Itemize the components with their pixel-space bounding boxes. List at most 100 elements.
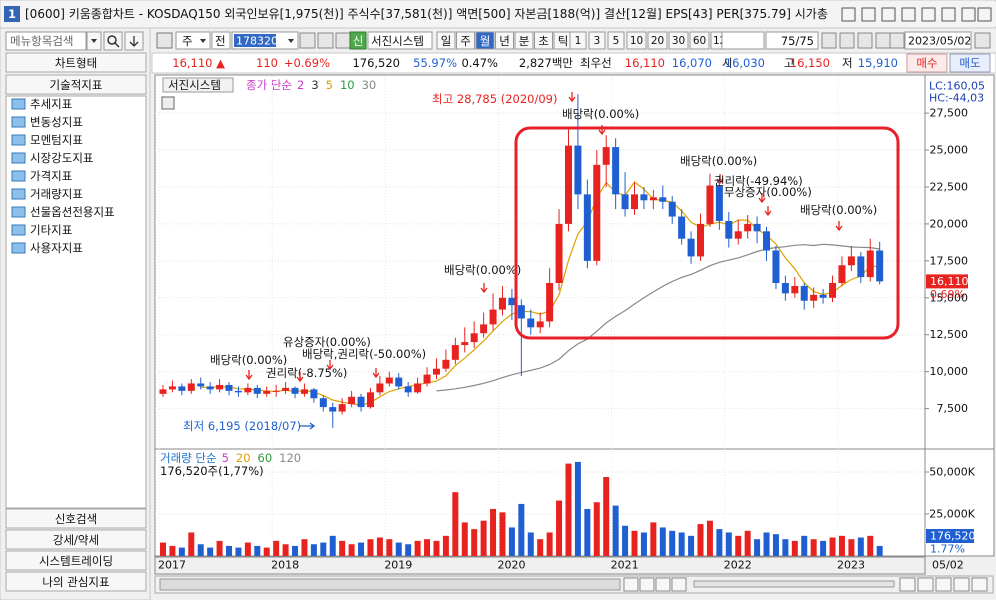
buy-button[interactable] — [906, 53, 948, 73]
period-button[interactable] — [456, 31, 475, 50]
interval-label[interactable]: 10 — [630, 35, 643, 47]
sidebar-button[interactable] — [5, 508, 147, 529]
period-button[interactable] — [534, 31, 553, 50]
scroll-control[interactable] — [899, 577, 916, 592]
scroll-thumb[interactable] — [159, 578, 621, 591]
chart-type[interactable]: 주 — [182, 34, 193, 48]
stock-code[interactable]: 178320 — [236, 35, 278, 48]
x-end-label: 05/02 — [932, 559, 964, 572]
date-box[interactable] — [904, 31, 972, 50]
title-icon[interactable] — [921, 7, 936, 22]
date[interactable]: 2023/05/02 — [908, 35, 971, 48]
sidebar-button[interactable] — [5, 74, 147, 95]
count-box[interactable] — [765, 31, 819, 50]
title-icon[interactable] — [881, 7, 896, 22]
count[interactable]: 75/75 — [781, 34, 814, 48]
sidebar-button-label[interactable]: 강세/약세 — [53, 533, 99, 547]
title-icon[interactable] — [901, 7, 916, 22]
period-button[interactable] — [514, 31, 534, 50]
search-button[interactable] — [103, 31, 123, 51]
tree-item[interactable]: 거래량지표 — [30, 187, 83, 201]
sell-button[interactable] — [949, 53, 991, 73]
title-icon[interactable] — [841, 7, 856, 22]
interval-label[interactable]: 1 — [575, 35, 582, 47]
period-label[interactable]: 주 — [460, 34, 471, 48]
sidebar-button[interactable] — [5, 550, 147, 571]
interval-button[interactable] — [689, 31, 710, 50]
chart-type-combo[interactable] — [175, 31, 211, 50]
blank-combo[interactable] — [721, 31, 765, 50]
indicator-tree — [5, 95, 147, 509]
interval-label[interactable]: 60 — [693, 35, 706, 47]
sidebar-button-label[interactable]: 시스템트레이딩 — [39, 554, 113, 568]
sidebar-button-label[interactable]: 나의 관심지표 — [42, 575, 109, 589]
toolbar-icon[interactable] — [974, 32, 991, 49]
interval-label[interactable]: 30 — [672, 35, 685, 47]
period-button[interactable] — [495, 31, 514, 50]
tree-item[interactable]: 모멘텀지표 — [30, 133, 83, 147]
code-highlight — [234, 34, 276, 47]
period-label[interactable]: 틱 — [558, 34, 569, 48]
sidebar-button[interactable] — [5, 529, 147, 550]
interval-button[interactable] — [607, 31, 625, 50]
title-icon[interactable] — [961, 7, 976, 22]
toolbar-icon[interactable] — [335, 32, 352, 49]
period-label[interactable]: 초 — [538, 34, 549, 48]
period-label[interactable]: 년 — [499, 34, 510, 48]
mode-combo[interactable] — [211, 31, 231, 50]
scroll-control[interactable] — [655, 577, 671, 592]
volume-bar — [829, 537, 836, 556]
tree-item[interactable]: 사용자지표 — [30, 241, 83, 255]
period-button[interactable] — [436, 31, 456, 50]
title-icon[interactable] — [941, 7, 956, 22]
toolbar-icon[interactable] — [156, 32, 173, 49]
period-label[interactable]: 월 — [480, 34, 491, 48]
toolbar-icon[interactable] — [889, 32, 905, 49]
interval-label[interactable]: 5 — [613, 35, 620, 47]
scroll-control[interactable] — [953, 577, 970, 592]
interval-button[interactable] — [569, 31, 587, 50]
scroll-control[interactable] — [917, 577, 934, 592]
search-input[interactable] — [5, 31, 87, 51]
interval-label[interactable]: 20 — [651, 35, 664, 47]
scroll-control[interactable] — [935, 577, 952, 592]
sidebar-button-label[interactable]: 기술적지표 — [50, 78, 103, 92]
title-icon[interactable] — [977, 7, 992, 22]
sidebar-button-label[interactable]: 신호검색 — [55, 512, 97, 526]
interval-label[interactable]: 3 — [594, 35, 601, 47]
buy-label[interactable]: 매수 — [916, 56, 937, 70]
tree-item[interactable]: 추세지표 — [30, 97, 72, 111]
scroll-control[interactable] — [971, 577, 988, 592]
tree-item[interactable]: 기타지표 — [30, 223, 72, 237]
toolbar-icon[interactable] — [821, 32, 837, 49]
toolbar-icon[interactable] — [839, 32, 855, 49]
zoom-slider[interactable] — [693, 580, 895, 588]
interval-button[interactable] — [588, 31, 606, 50]
period-label[interactable]: 일 — [441, 34, 452, 48]
sell-label[interactable]: 매도 — [959, 56, 980, 70]
interval-button[interactable] — [626, 31, 647, 50]
toolbar-icon[interactable] — [299, 32, 316, 49]
candle-body — [244, 387, 252, 393]
title-icon[interactable] — [861, 7, 876, 22]
scroll-control[interactable] — [671, 577, 687, 592]
interval-button[interactable] — [668, 31, 689, 50]
interval-button[interactable] — [647, 31, 668, 50]
panel-icon[interactable] — [161, 96, 175, 110]
toolbar-icon[interactable] — [875, 32, 891, 49]
sidebar-button[interactable] — [5, 52, 147, 73]
sidebar-button[interactable] — [5, 571, 147, 592]
tree-item[interactable]: 선물옵션전용지표 — [30, 205, 115, 219]
tree-item[interactable]: 변동성지표 — [30, 115, 83, 129]
scroll-control[interactable] — [623, 577, 639, 592]
tree-item[interactable]: 시장강도지표 — [30, 151, 93, 165]
mode[interactable]: 전 — [215, 34, 226, 48]
scroll-control[interactable] — [639, 577, 655, 592]
tree-item[interactable]: 가격지표 — [30, 169, 72, 183]
period-button[interactable] — [475, 31, 495, 50]
toolbar-icon[interactable] — [317, 32, 334, 49]
annotation-arrow — [300, 422, 316, 430]
sidebar-button-label[interactable]: 차트형태 — [55, 56, 97, 70]
toolbar-icon[interactable] — [857, 32, 873, 49]
period-label[interactable]: 분 — [519, 34, 530, 48]
